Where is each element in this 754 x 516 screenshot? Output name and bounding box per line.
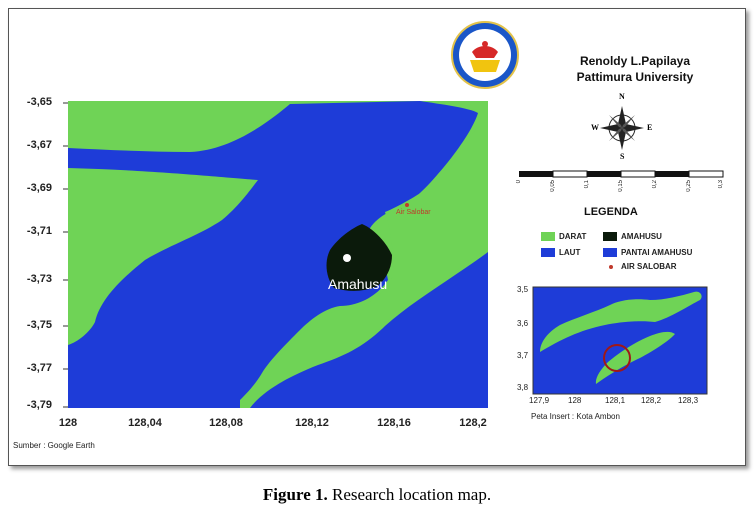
map-source: Sumber : Google Earth <box>13 441 95 450</box>
compass-west-label: W <box>591 123 599 132</box>
inset-x-tick: 128,1 <box>605 396 626 405</box>
x-tick-label: 128,2 <box>459 417 487 429</box>
legend-dot <box>609 264 613 269</box>
author-institution: Pattimura University <box>576 70 694 84</box>
inset-x-tick: 128,2 <box>641 396 662 405</box>
y-tick-label: -3,77 <box>26 362 52 374</box>
figure-caption-text: Research location map. <box>327 485 492 504</box>
legend-item-darat: DARAT <box>541 232 586 241</box>
x-tick-label: 128,16 <box>377 417 411 429</box>
inset-caption: Peta Insert : Kota Ambon <box>531 412 620 421</box>
y-tick-label: -3,79 <box>26 399 52 411</box>
inset-y-tick: 3,8 <box>517 383 529 392</box>
compass-south-label: S <box>620 152 625 161</box>
scale-bar <box>519 170 724 178</box>
southern-peninsula <box>240 113 488 400</box>
legend-item-pantai-amahusu: PANTAI AMAHUSU <box>603 248 692 257</box>
legend-label: DARAT <box>559 232 587 241</box>
scale-label: 0,1 <box>584 180 590 189</box>
inset-y-tick: 3,6 <box>517 319 529 328</box>
legend-swatch <box>541 248 555 257</box>
y-tick-label: -3,71 <box>26 225 52 237</box>
legend-label: PANTAI AMAHUSU <box>621 248 693 257</box>
legend-item-amahusu: AMAHUSU <box>603 232 662 241</box>
x-tick-label: 128 <box>58 417 78 429</box>
sea-area <box>68 101 478 408</box>
legend-label: AMAHUSU <box>621 232 662 241</box>
scale-label: 0 <box>516 180 522 184</box>
y-tick-label: -3,73 <box>26 273 52 285</box>
author-name: Renoldy L.Papilaya <box>579 54 691 68</box>
legend-item-laut: LAUT <box>541 248 580 257</box>
inset-x-tick: 127,9 <box>529 396 550 405</box>
scale-label: 0,25 <box>686 180 692 192</box>
scale-label: 0,3 <box>718 180 724 189</box>
y-tick-label: -3,65 <box>26 96 52 108</box>
compass-rose <box>600 106 644 150</box>
amahusu-label: Amahusu <box>328 276 388 292</box>
y-tick-label: -3,67 <box>26 139 52 151</box>
y-tick-label: -3,75 <box>26 319 52 331</box>
inset-map <box>532 286 708 395</box>
scale-label: 0,2 <box>652 180 658 189</box>
air-salobar-point <box>405 203 409 207</box>
scale-label: 0,15 <box>618 180 624 192</box>
legend-swatch <box>603 248 617 257</box>
air-salobar-label: Air Salobar <box>396 209 431 216</box>
legend-label: LAUT <box>559 248 581 257</box>
university-logo <box>451 21 519 89</box>
amahusu-area <box>326 224 392 291</box>
legend-item-air-salobar: AIR SALOBAR <box>605 262 677 271</box>
inset-x-tick: 128,3 <box>678 396 699 405</box>
southern-coast-sea <box>250 252 488 408</box>
compass-north-label: N <box>619 92 625 101</box>
inset-y-tick: 3,5 <box>517 285 529 294</box>
x-tick-label: 128,12 <box>295 417 329 429</box>
y-tick-label: -3,69 <box>26 182 52 194</box>
scale-label: 0,05 <box>550 180 556 192</box>
legend-swatch <box>603 232 617 241</box>
legend-swatch <box>541 232 555 241</box>
inset-x-tick: 128 <box>568 396 582 405</box>
x-tick-label: 128,08 <box>209 417 243 429</box>
figure-label: Figure 1. <box>262 485 328 504</box>
inset-y-tick: 3,7 <box>517 351 529 360</box>
x-tick-label: 128,04 <box>128 417 162 429</box>
figure-caption: Figure 1. Research location map. <box>0 485 754 505</box>
legend-title: LEGENDA <box>584 206 638 218</box>
amahusu-point <box>343 254 351 262</box>
legend-label: AIR SALOBAR <box>621 262 677 271</box>
compass-east-label: E <box>647 123 653 132</box>
author-block: Renoldy L.Papilaya Pattimura University <box>540 53 730 85</box>
